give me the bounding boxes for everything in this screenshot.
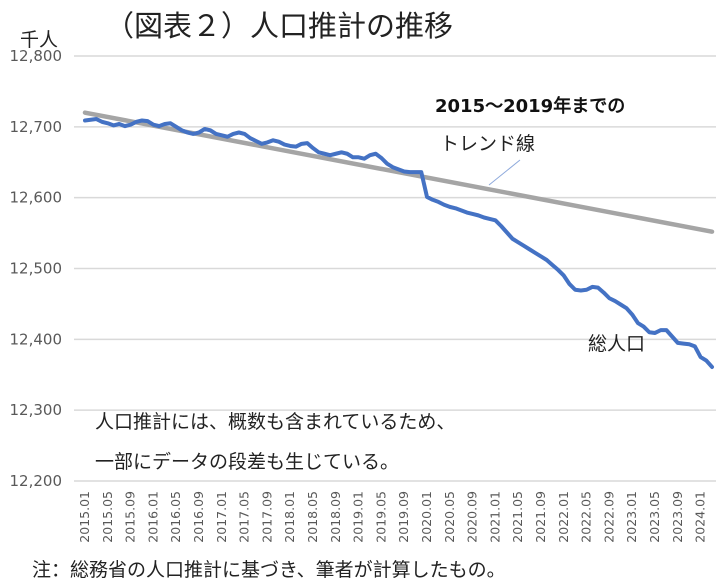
x-tick-label: 2017.09 — [259, 491, 274, 543]
x-tick-label: 2020.01 — [419, 491, 434, 543]
trend-label-line1: 2015～2019年までの — [435, 95, 625, 117]
y-tick-label: 12,800 — [10, 47, 63, 65]
y-unit-label: 千人 — [20, 29, 58, 51]
y-tick-label: 12,500 — [10, 260, 63, 278]
x-tick-label: 2016.05 — [168, 491, 183, 543]
x-tick-label: 2017.05 — [237, 491, 252, 543]
x-tick-label: 2015.05 — [100, 491, 115, 543]
total-population-line — [83, 117, 714, 369]
y-tick-label: 12,300 — [10, 401, 63, 419]
x-tick-label: 2019.01 — [351, 491, 366, 543]
footnote: 注：総務省の人口推計に基づき、筆者が計算したもの。 — [32, 559, 506, 581]
note-line1: 人口推計には、概数も含まれているため、 — [95, 411, 455, 433]
x-tick-label: 2018.05 — [305, 491, 320, 543]
trend-label-line2: トレンド線 — [440, 133, 535, 155]
y-tick-label: 12,400 — [10, 330, 63, 348]
x-tick-label: 2024.01 — [693, 491, 708, 543]
callout-line — [488, 159, 521, 186]
gridlines — [74, 55, 716, 482]
x-tick-label: 2016.09 — [191, 491, 206, 543]
x-tick-label: 2022.09 — [601, 491, 616, 543]
y-tick-label: 12,200 — [10, 472, 63, 490]
x-tick-label: 2022.05 — [579, 491, 594, 543]
y-axis: 12,200 12,300 12,400 12,500 12,600 12,700 12,8… — [10, 47, 63, 490]
x-tick-label: 2021.09 — [533, 491, 548, 543]
x-tick-label: 2023.05 — [647, 491, 662, 543]
chart-title: （図表２）人口推計の推移 — [105, 9, 453, 43]
x-tick-label: 2019.09 — [396, 491, 411, 543]
y-tick-label: 12,600 — [10, 189, 63, 207]
x-tick-label: 2017.01 — [214, 491, 229, 543]
x-tick-label: 2016.01 — [145, 491, 160, 543]
x-tick-label: 2022.01 — [556, 491, 571, 543]
x-tick-label: 2018.01 — [282, 491, 297, 543]
x-axis: 2015.01 2015.05 2015.09 2016.01 2016.05 2016.… — [77, 491, 708, 543]
x-tick-label: 2023.01 — [624, 491, 639, 543]
total-population-label: 総人口 — [588, 333, 645, 355]
x-tick-label: 2020.05 — [442, 491, 457, 543]
x-tick-label: 2019.05 — [373, 491, 388, 543]
x-tick-label: 2015.01 — [77, 491, 92, 543]
y-tick-label: 12,700 — [10, 118, 63, 136]
x-tick-label: 2021.05 — [510, 491, 525, 543]
x-tick-label: 2021.01 — [487, 491, 502, 543]
x-tick-label: 2020.09 — [465, 491, 480, 543]
x-tick-label: 2023.09 — [670, 491, 685, 543]
x-tick-label: 2015.09 — [123, 491, 138, 543]
x-tick-label: 2018.09 — [328, 491, 343, 543]
note-line2: 一部にデータの段差も生じている。 — [95, 451, 399, 473]
